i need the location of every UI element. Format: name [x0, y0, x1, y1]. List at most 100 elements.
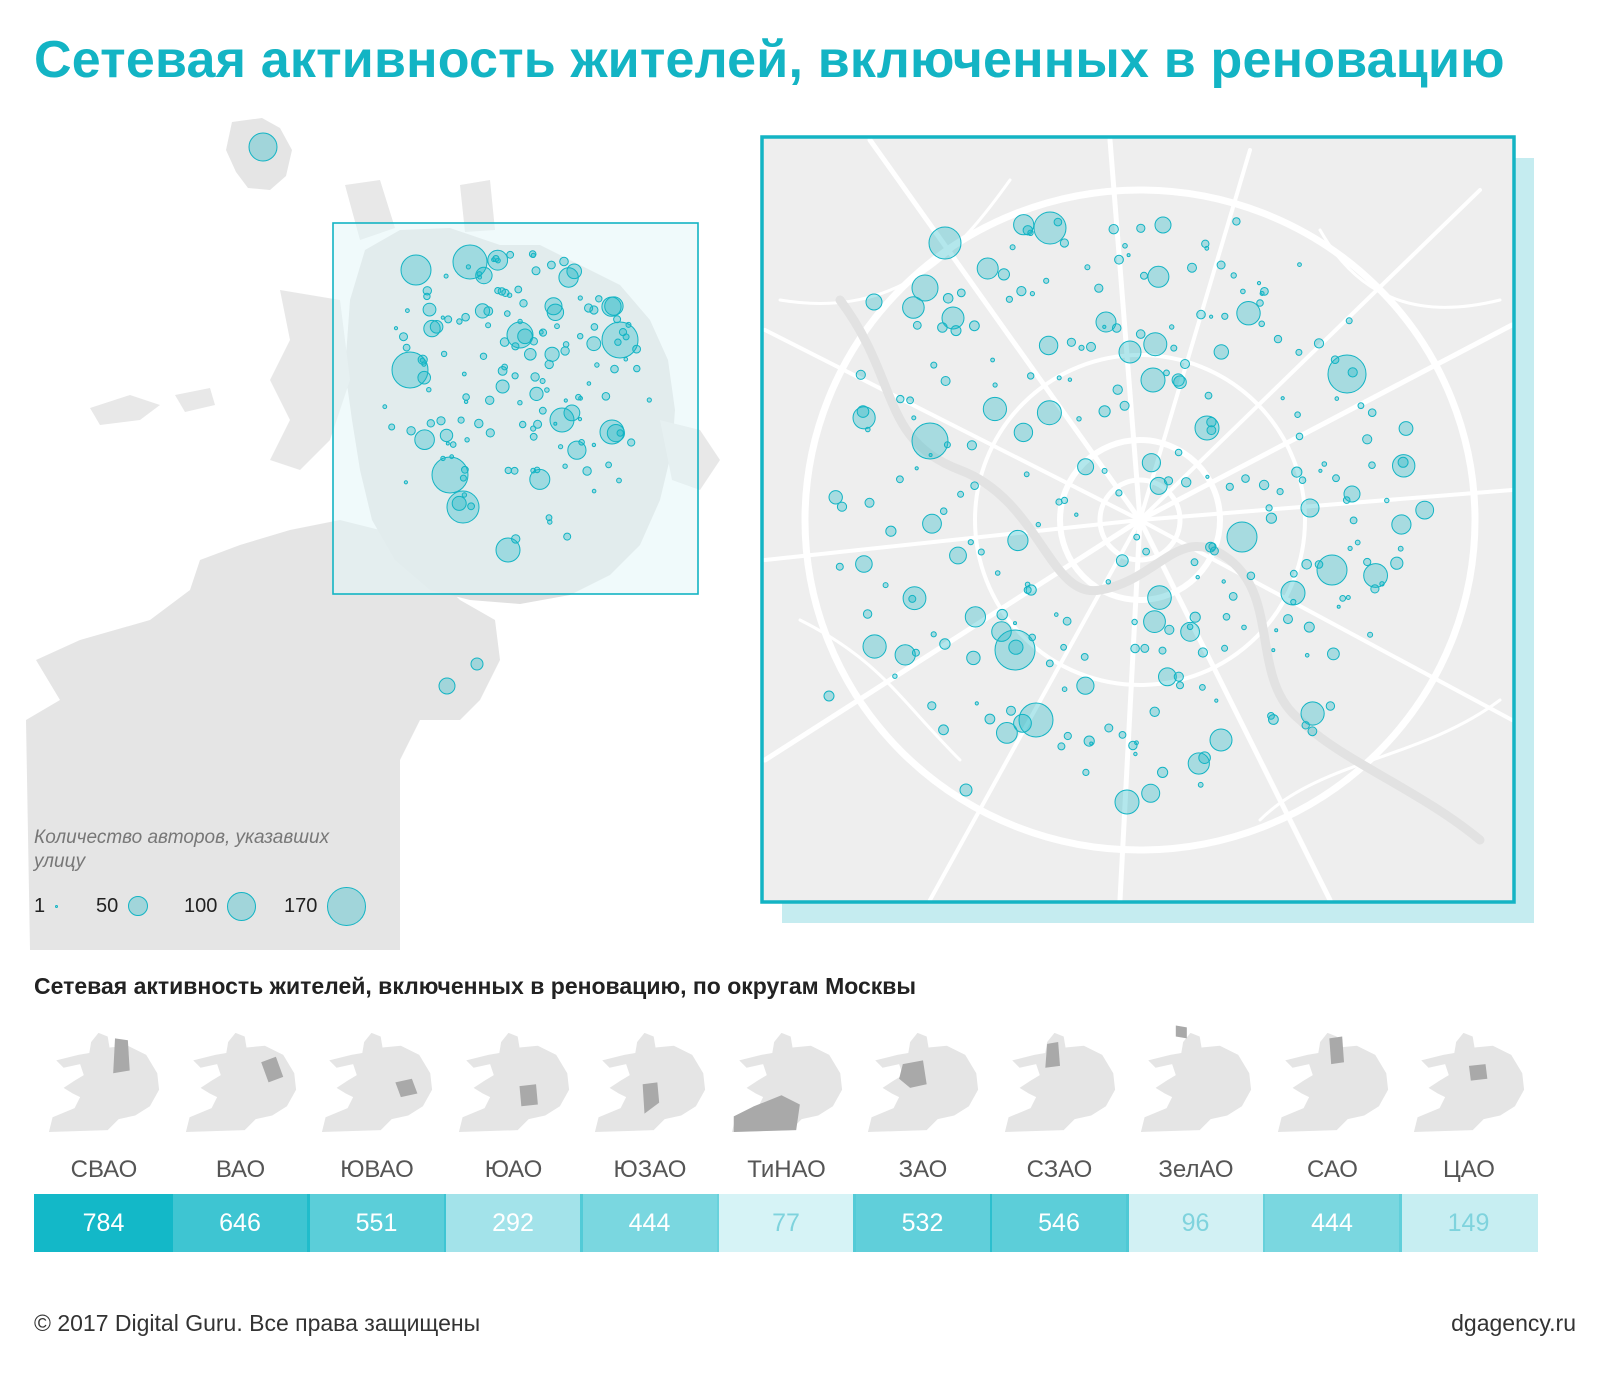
activity-bubble	[562, 463, 568, 469]
overview-map	[26, 118, 1534, 950]
legend-label: 50	[96, 894, 119, 917]
activity-bubble	[1189, 611, 1201, 623]
district-highlight	[519, 1084, 538, 1107]
activity-bubble	[1094, 283, 1104, 293]
activity-bubble	[940, 376, 951, 386]
activity-bubble	[1230, 272, 1237, 279]
district-value: 546	[989, 1194, 1129, 1252]
activity-bubble	[533, 466, 541, 474]
activity-bubble	[591, 488, 597, 494]
activity-bubble	[1174, 448, 1183, 457]
activity-bubble	[1256, 299, 1264, 307]
overview-bubbles	[248, 132, 652, 695]
activity-bubble	[464, 437, 470, 443]
activity-bubble	[584, 303, 594, 313]
activity-bubble	[1038, 335, 1059, 356]
moscow-mini-silhouette	[458, 1032, 569, 1132]
activity-bubble	[1221, 644, 1229, 652]
legend-circle	[55, 904, 59, 908]
activity-bubble	[1301, 559, 1312, 570]
activity-bubble	[1111, 323, 1122, 333]
activity-bubble	[1260, 287, 1269, 296]
activity-bubble	[510, 466, 519, 475]
overview-zoom-frame	[332, 222, 699, 595]
activity-bubble	[1268, 714, 1279, 725]
activity-bubble	[885, 525, 897, 537]
activity-bubble	[1006, 705, 1016, 716]
activity-bubble	[1298, 476, 1307, 485]
activity-bubble	[1059, 238, 1070, 248]
activity-bubble	[1345, 595, 1351, 600]
zoom-map-river	[835, 295, 1485, 845]
district-mini-map	[1140, 1025, 1252, 1132]
site-link[interactable]: dgagency.ru	[1451, 1310, 1576, 1336]
activity-bubble	[911, 415, 917, 421]
activity-bubble	[530, 372, 540, 382]
activity-bubble	[470, 657, 484, 671]
activity-bubble	[969, 320, 980, 332]
activity-bubble	[1095, 311, 1117, 333]
activity-bubble	[601, 321, 639, 359]
activity-bubble	[485, 395, 495, 405]
activity-bubble	[1384, 497, 1390, 504]
activity-bubble	[517, 400, 523, 406]
activity-bubble	[1291, 466, 1303, 478]
activity-bubble	[992, 382, 998, 388]
legend-item-100: 100	[184, 886, 257, 926]
activity-bubble	[485, 428, 495, 438]
district-highlight	[1328, 1036, 1344, 1065]
activity-bubble	[517, 328, 533, 345]
activity-bubble	[1101, 467, 1108, 474]
activity-bubble	[1197, 781, 1204, 788]
activity-bubble	[578, 439, 585, 446]
activity-bubble	[1067, 377, 1073, 382]
activity-bubble	[1077, 458, 1095, 476]
activity-bubble	[1066, 337, 1077, 347]
activity-bubble	[440, 315, 445, 320]
activity-bubble	[538, 329, 544, 335]
activity-bubble	[1143, 610, 1166, 633]
activity-bubble	[1180, 621, 1200, 642]
district-highlight	[1175, 1025, 1187, 1039]
activity-bubble	[558, 444, 564, 450]
district-value: 96	[1126, 1194, 1265, 1252]
activity-bubble	[996, 722, 1018, 744]
activity-bubble	[577, 295, 583, 301]
activity-bubble	[517, 318, 523, 325]
activity-bubble	[1149, 706, 1160, 717]
moscow-mini-silhouette	[1277, 1032, 1388, 1132]
activity-bubble	[1023, 471, 1030, 478]
activity-bubble	[1187, 752, 1210, 775]
activity-bubble	[1241, 474, 1250, 483]
district-value: 77	[716, 1194, 856, 1252]
activity-bubble	[997, 268, 1011, 281]
moscow-mini-silhouette	[1140, 1032, 1252, 1132]
activity-bubble	[1397, 456, 1409, 468]
activity-bubble	[1013, 422, 1034, 443]
activity-bubble	[506, 250, 515, 259]
activity-bubble	[1016, 286, 1027, 297]
activity-bubble	[835, 562, 844, 571]
activity-bubble	[1198, 751, 1211, 765]
activity-bubble	[1009, 244, 1016, 251]
district-value: 551	[307, 1194, 446, 1252]
activity-bubble	[1187, 262, 1197, 273]
moscow-mini-silhouette	[48, 1032, 160, 1132]
activity-bubble	[553, 421, 558, 426]
activity-bubble	[1112, 384, 1123, 395]
activity-bubble	[1074, 512, 1079, 517]
district-7: ЗАО 532	[853, 1020, 993, 1260]
activity-bubble	[911, 422, 949, 460]
district-label: СЗАО	[1026, 1156, 1093, 1183]
activity-bubble	[970, 481, 979, 491]
district-value: 292	[443, 1194, 583, 1252]
activity-bubble	[594, 362, 600, 368]
activity-bubble	[1300, 498, 1320, 518]
district-value: 784	[34, 1194, 173, 1252]
activity-bubble	[930, 631, 937, 638]
district-label: ЗелАО	[1158, 1156, 1234, 1183]
activity-bubble	[504, 466, 512, 475]
activity-bubble	[533, 419, 543, 429]
activity-bubble	[1300, 701, 1325, 726]
district-subtitle: Сетевая активность жителей, включенных в…	[34, 973, 917, 999]
